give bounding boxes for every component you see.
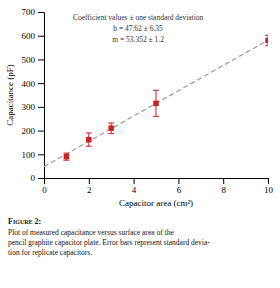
tick: 200 [22,126,45,136]
axis-line [38,13,45,179]
tick-mark [268,178,269,184]
annotation-line: Coefficient values ± one standard deviat… [73,13,204,22]
tick: 500 [22,55,45,65]
tick-label: 300 [22,102,36,112]
point [64,154,69,159]
tick: 0 [42,178,47,195]
tick: 8 [221,178,226,195]
data [44,35,268,166]
x-axis: 0 2 4 6 8 10 [42,178,273,195]
tick-mark [38,12,44,13]
caption-label: Figure 2: [8,217,41,226]
annotation: Coefficient values ± one standard deviat… [73,13,204,44]
error-bar [265,35,268,45]
tick-mark [38,178,44,179]
tick-label: 4 [132,185,137,195]
tick: 4 [132,178,137,195]
tick-mark [223,178,224,184]
tick-label: 100 [22,150,36,160]
tick-label: 0 [42,185,47,195]
axis-line [45,179,269,185]
error-bar [63,153,69,160]
caption: Figure 2: Plot of measured capacitance ve… [8,217,210,257]
error-bar-cap [265,35,268,36]
caption-line: pencil graphite capacitor plate. Error b… [8,238,210,247]
tick-label: 8 [221,185,226,195]
tick-mark [38,83,44,84]
error-bar-cap [86,132,92,133]
tick-label: 6 [177,185,182,195]
error-bar [108,123,114,133]
tick: 300 [22,102,45,112]
fit-line [44,40,268,167]
tick-label: 200 [22,126,36,136]
error-bar [86,133,92,146]
tick-mark [38,107,44,108]
error-bar-cap [63,153,69,154]
error-bar-cap [153,116,159,117]
caption-line: tion for replicate capacitors. [8,248,92,257]
caption-line: Plot of measured capacitance versus surf… [8,228,174,237]
tick: 100 [22,150,45,160]
point [153,101,158,106]
y-axis-title: Capacitance (pF) [5,64,15,126]
tick-mark [89,178,90,184]
point [265,38,268,43]
tick: 700 [22,7,45,17]
tick-label: 500 [22,55,36,65]
annotation-line: b = 47.62 ± 6.35 [113,24,163,33]
point [108,125,113,130]
tick-label: 400 [22,79,36,89]
tick-label: 0 [31,173,36,183]
chart: 02468100100200300400500600700Coefficient… [0,0,280,288]
tick-label: 700 [22,7,36,17]
tick-label: 2 [87,185,92,195]
tick: 10 [264,178,274,195]
tick-mark [178,178,179,184]
tick: 400 [22,79,45,89]
error-bar-cap [108,122,114,123]
plot: 02468100100200300400500600700Coefficient… [22,7,274,195]
error-bar-cap [63,160,69,161]
tick-mark [38,59,44,60]
tick-mark [38,36,44,37]
error-bar-cap [153,90,159,91]
tick-label: 600 [22,31,36,41]
error-bar-cap [108,133,114,134]
tick: 2 [87,178,92,195]
tick: 600 [22,31,45,41]
tick-mark [134,178,135,184]
error-bar [153,90,159,116]
tick-mark [38,131,44,132]
x-axis-title: Capacitor area (cm²) [119,198,193,208]
annotation-line: m = 53.352 ± 1.2 [112,35,164,44]
tick: 6 [177,178,182,195]
tick: 0 [31,173,45,183]
y-axis: 0 100 200 300 400 500 600 700 [22,7,45,183]
point [86,137,91,142]
error-bar-cap [86,146,92,147]
error-bar-cap [265,45,268,46]
tick-label: 10 [264,185,274,195]
tick-mark [38,154,44,155]
